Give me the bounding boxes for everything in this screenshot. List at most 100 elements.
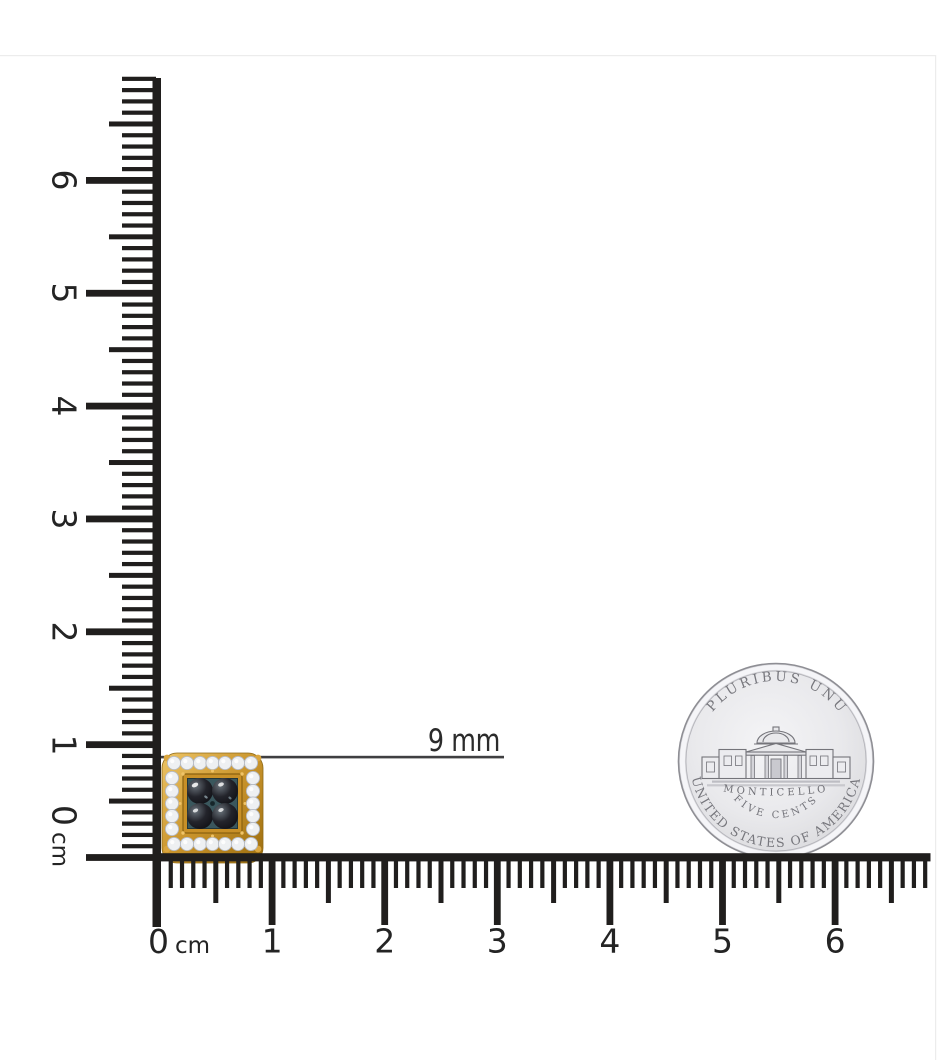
halo-diamond-glint <box>249 787 254 792</box>
ruler-tick <box>619 857 624 888</box>
halo-diamond <box>230 755 246 771</box>
ruler-tick <box>268 857 276 925</box>
halo-diamond-glint <box>249 799 254 804</box>
halo-diamond-glint <box>170 840 175 845</box>
halo-diamond <box>245 821 261 837</box>
ruler-tick <box>719 857 726 925</box>
ruler-tick <box>810 857 815 888</box>
photo-right-edge <box>935 55 937 1060</box>
halo-diamond <box>192 755 208 771</box>
ruler-number: 3 <box>44 508 84 530</box>
ruler-tick <box>122 528 156 533</box>
earring-photo <box>161 752 264 864</box>
halo-diamond <box>217 755 233 771</box>
ruler-tick <box>122 358 156 364</box>
ruler-tick <box>641 857 646 888</box>
ruler-tick <box>461 857 466 888</box>
ruler-tick <box>663 857 669 903</box>
ruler-tick <box>686 857 691 888</box>
halo-diamond <box>164 821 180 837</box>
ruler-tick <box>787 857 793 888</box>
ruler-tick <box>122 200 156 206</box>
ruler-tick <box>122 302 156 307</box>
vertical-ruler-label-6: 6 <box>44 169 84 191</box>
ruler-tick <box>122 426 156 431</box>
ruler-tick <box>528 857 534 888</box>
ruler-tick <box>109 572 156 578</box>
halo-diamond-glint <box>196 840 201 845</box>
ruler-tick <box>122 76 156 81</box>
halo-diamond <box>243 755 259 771</box>
vertical-ruler-label-2: 2 <box>45 621 84 642</box>
halo-diamond-glint <box>170 759 175 764</box>
ruler-tick <box>122 449 156 454</box>
halo-diamond <box>245 796 261 811</box>
halo-diamond-glint <box>208 840 213 845</box>
halo-diamond-glint <box>249 812 254 817</box>
monticello-building <box>701 726 851 787</box>
halo-diamond-glint <box>183 840 188 845</box>
ruler-number: 5 <box>44 282 84 304</box>
halo-diamond <box>243 836 259 852</box>
photo-edge-lines <box>0 55 937 1060</box>
ruler-number: 0 <box>148 922 169 961</box>
halo-diamond-glint <box>247 759 252 764</box>
ruler-tick <box>122 279 156 285</box>
ruler-number: 6 <box>824 921 846 961</box>
ruler-tick <box>122 110 156 115</box>
ruler-tick <box>438 857 444 903</box>
halo-diamond-glint <box>168 825 173 830</box>
ruler-tick <box>122 674 156 680</box>
halo-diamond <box>245 808 261 824</box>
ruler-tick <box>303 857 308 888</box>
ruler-tick <box>776 857 782 903</box>
ruler-tick <box>122 392 156 397</box>
ruler-tick <box>799 857 804 888</box>
ruler-tick <box>122 471 156 476</box>
ruler-number: 4 <box>44 395 84 417</box>
photo-top-edge <box>0 55 936 57</box>
ruler-tick <box>325 857 331 903</box>
ruler-number: 5 <box>712 921 733 961</box>
ruler-tick <box>86 515 156 523</box>
halo-diamond <box>164 783 180 799</box>
halo-diamond <box>205 836 220 852</box>
halo-diamond-glint <box>208 759 213 764</box>
vertical-ruler-line <box>152 78 161 927</box>
halo-diamond <box>179 836 195 852</box>
halo-diamond <box>166 836 182 852</box>
ruler-tick <box>381 857 389 925</box>
ruler-tick <box>416 857 421 888</box>
ruler-tick <box>831 857 839 925</box>
ruler-tick <box>122 325 156 330</box>
halo-diamond <box>245 770 261 786</box>
halo-diamond-glint <box>168 787 173 792</box>
ruler-tick <box>606 857 614 925</box>
ruler-tick <box>281 857 286 888</box>
ruler-tick <box>754 857 759 888</box>
ruler-tick <box>551 857 557 903</box>
ruler-tick <box>122 189 156 194</box>
ruler-tick <box>109 234 156 240</box>
halo-diamond-glint <box>221 840 226 845</box>
ruler-tick <box>427 857 432 888</box>
ruler-tick <box>652 857 658 888</box>
ruler-tick <box>122 640 156 646</box>
ruler-tick <box>122 155 156 160</box>
ruler-tick <box>911 857 917 888</box>
halo-diamond <box>217 836 233 852</box>
ruler-tick <box>122 844 156 849</box>
ruler-tick <box>213 857 219 903</box>
ruler-tick <box>86 402 156 410</box>
ruler-tick <box>122 753 156 759</box>
ruler-tick <box>923 857 928 888</box>
halo-diamond-glint <box>196 759 201 764</box>
ruler-tick <box>122 607 156 612</box>
ruler-tick <box>122 652 156 657</box>
ruler-tick <box>86 741 156 749</box>
ruler-tick <box>122 336 156 341</box>
ruler-number: 3 <box>486 921 508 961</box>
ruler-number: 6 <box>44 169 84 191</box>
ruler-tick <box>122 246 156 251</box>
ruler-tick <box>122 144 156 149</box>
